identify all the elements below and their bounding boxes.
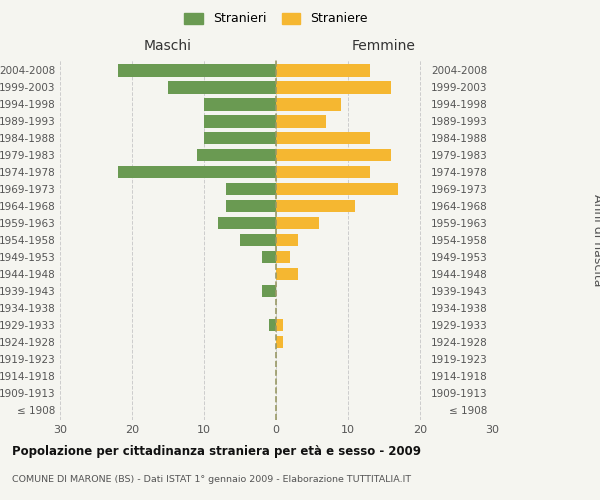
Bar — [276, 64, 370, 76]
Text: Femmine: Femmine — [352, 38, 416, 52]
Bar — [276, 115, 326, 128]
Text: COMUNE DI MARONE (BS) - Dati ISTAT 1° gennaio 2009 - Elaborazione TUTTITALIA.IT: COMUNE DI MARONE (BS) - Dati ISTAT 1° ge… — [12, 475, 411, 484]
Bar — [276, 148, 391, 162]
Text: Popolazione per cittadinanza straniera per età e sesso - 2009: Popolazione per cittadinanza straniera p… — [12, 445, 421, 458]
Bar — [276, 132, 370, 144]
Bar — [197, 148, 276, 162]
Bar — [276, 318, 283, 332]
Bar — [276, 336, 283, 348]
Bar — [262, 284, 276, 298]
Bar — [226, 200, 276, 212]
Bar — [262, 250, 276, 264]
Bar — [204, 98, 276, 110]
Bar — [204, 115, 276, 128]
Text: Maschi: Maschi — [144, 38, 192, 52]
Text: Anni di nascita: Anni di nascita — [590, 194, 600, 286]
Bar — [226, 182, 276, 196]
Bar — [204, 132, 276, 144]
Legend: Stranieri, Straniere: Stranieri, Straniere — [181, 8, 371, 29]
Bar — [118, 64, 276, 76]
Bar — [168, 81, 276, 94]
Bar — [276, 166, 370, 178]
Bar — [118, 166, 276, 178]
Bar — [276, 200, 355, 212]
Bar — [276, 216, 319, 230]
Bar — [276, 268, 298, 280]
Bar — [276, 98, 341, 110]
Bar — [276, 234, 298, 246]
Bar — [218, 216, 276, 230]
Bar — [276, 182, 398, 196]
Bar — [240, 234, 276, 246]
Bar — [276, 81, 391, 94]
Bar — [269, 318, 276, 332]
Bar — [276, 250, 290, 264]
